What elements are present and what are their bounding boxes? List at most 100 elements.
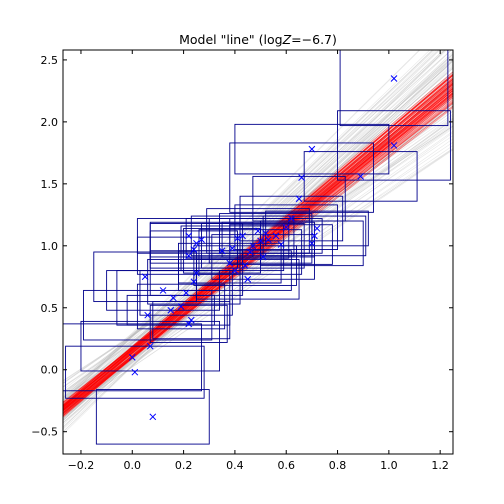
prior-sample-line <box>63 59 453 395</box>
data-point-marker <box>187 316 195 324</box>
prior-sample-line <box>63 121 453 412</box>
posterior-sample-line <box>63 93 453 410</box>
error-box <box>265 210 369 247</box>
error-box <box>190 215 295 257</box>
x-axis: −0.2 0.0 0.2 0.4 0.6 0.8 1.0 1.2 <box>68 50 449 472</box>
error-box <box>234 204 338 250</box>
prior-sample-line <box>63 84 453 405</box>
data-point-marker <box>390 142 398 149</box>
data-point-marker <box>182 289 190 297</box>
error-box <box>339 50 449 127</box>
prior-sample-line <box>63 50 446 429</box>
data-point-marker <box>185 252 193 260</box>
chart-title-log: log <box>264 32 283 47</box>
posterior-sample-line <box>63 93 453 412</box>
prior-sample-line <box>63 64 453 415</box>
data-point-marker <box>239 232 246 240</box>
data-point-marker <box>249 242 257 250</box>
data-point-marker <box>298 174 305 181</box>
error-box <box>303 151 418 202</box>
posterior-sample-line <box>63 95 453 409</box>
data-point-marker <box>228 244 236 252</box>
prior-sample-line <box>63 50 435 404</box>
data-point-marker <box>254 227 262 235</box>
prior-sample-line <box>63 50 445 398</box>
y-tick-label: 2.0 <box>41 116 59 129</box>
data-point-marker <box>272 232 280 240</box>
data-point-marker <box>169 294 177 302</box>
x-tick-label: 1.0 <box>380 459 398 472</box>
data-point-marker <box>264 236 272 243</box>
y-tick-label: 2.5 <box>41 54 59 67</box>
prior-sample-line <box>63 114 453 384</box>
prior-sample-line <box>63 61 453 407</box>
error-box <box>95 389 210 445</box>
prior-sample-line <box>63 98 453 400</box>
data-point-marker <box>149 413 157 421</box>
data-point-marker <box>146 342 154 350</box>
prior-sample-line <box>63 50 439 411</box>
prior-sample-line <box>63 57 453 433</box>
prior-sample-line <box>63 79 453 401</box>
data-point-marker <box>313 225 321 232</box>
prior-sample-line <box>63 50 433 407</box>
y-axis: −0.5 0.0 0.5 1.0 1.5 2.0 2.5 <box>31 54 453 439</box>
posterior-sample-line <box>63 91 453 417</box>
posterior-sample-line <box>63 83 453 407</box>
posterior-sample-line <box>63 90 453 407</box>
data-point-marker <box>246 248 254 256</box>
prior-sample-line <box>63 75 453 421</box>
data-point-marker <box>185 232 193 240</box>
data-point-marker <box>295 195 303 203</box>
posterior-sample-line <box>63 77 453 414</box>
error-box <box>136 283 226 330</box>
data-point-marker <box>241 262 249 269</box>
y-tick-label: 0.5 <box>41 302 59 315</box>
error-box <box>337 110 451 181</box>
prior-sample-line <box>63 71 453 414</box>
prior-sample-line <box>63 119 453 413</box>
posterior-sample-line <box>63 89 453 414</box>
y-tick-label: −0.5 <box>31 426 58 439</box>
error-box <box>229 142 374 213</box>
error-box <box>229 224 333 265</box>
data-point-marker <box>190 246 198 253</box>
chart-title: Model "line" (logZ=−6.7) <box>179 32 337 47</box>
prior-sample-line <box>63 54 453 410</box>
prior-sample-line <box>63 60 453 424</box>
prior-sample-line <box>63 50 421 403</box>
prior-sample-line <box>63 96 453 395</box>
error-box <box>63 323 203 392</box>
prior-sample-line <box>63 72 453 421</box>
data-point-marker <box>141 273 149 281</box>
prior-sample-line <box>63 50 446 411</box>
prior-sample-line <box>63 51 453 428</box>
data-point-marker <box>308 145 316 153</box>
x-tick-label: 0.8 <box>329 459 347 472</box>
posterior-sample-line <box>63 107 453 414</box>
data-point-marker <box>288 215 295 222</box>
data-point-marker <box>262 230 270 237</box>
prior-sample-line <box>63 82 453 415</box>
y-tick-label: 0.0 <box>41 364 59 377</box>
data-point-marker <box>234 235 241 242</box>
posterior-sample-line <box>63 75 453 406</box>
posterior-sample-line <box>63 90 453 403</box>
data-point-marker <box>193 239 200 247</box>
error-box <box>152 301 231 340</box>
prior-sample-line <box>63 138 453 414</box>
prior-sample-line <box>63 103 453 403</box>
data-point-marker <box>193 269 200 277</box>
posterior-sample-line <box>63 74 453 406</box>
prior-sample-line <box>63 106 453 401</box>
prior-sample-line <box>63 67 453 411</box>
posterior-sample-line <box>63 79 453 406</box>
posterior-sample-line <box>63 95 453 415</box>
posterior-sample-line <box>63 74 453 409</box>
data-point-marker <box>226 259 234 267</box>
error-box <box>198 229 303 275</box>
chart-title-suffix: =−6.7) <box>291 32 337 47</box>
prior-sample-line <box>63 103 453 418</box>
posterior-sample-line <box>63 87 453 411</box>
